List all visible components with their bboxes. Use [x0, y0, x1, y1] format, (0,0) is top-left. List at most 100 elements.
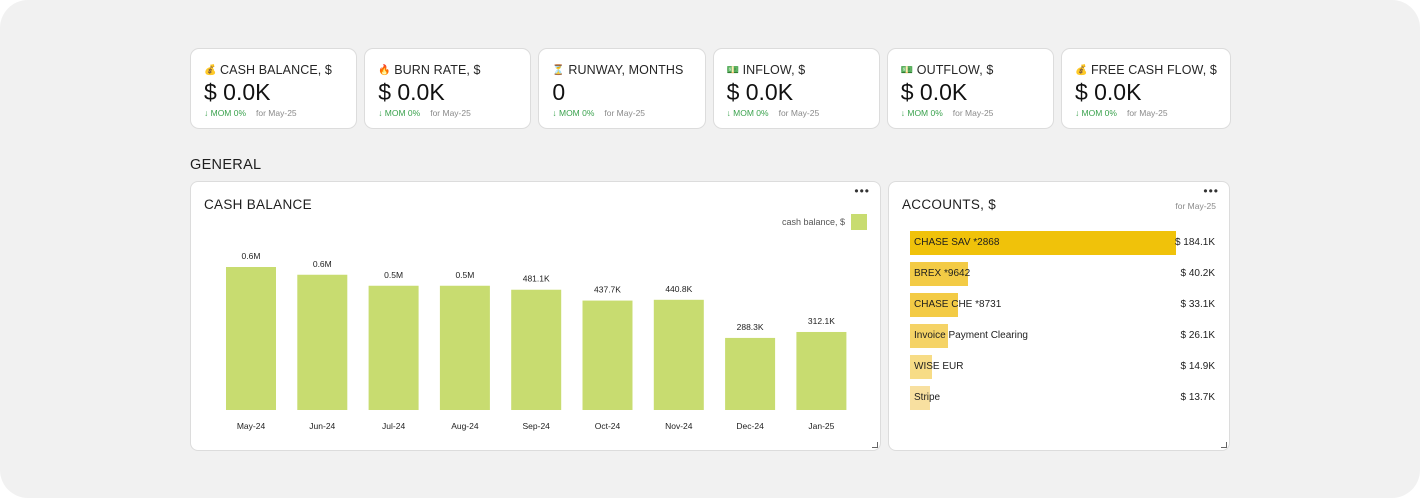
data-label: 437.7K: [594, 285, 621, 295]
fire-icon: 🔥: [378, 64, 391, 76]
kpi-title: 💰 CASH BALANCE, $: [204, 63, 343, 77]
account-value: $ 40.2K: [1180, 268, 1215, 279]
kpi-value: $ 0.0K: [378, 79, 445, 105]
kpi-period: for May-25: [256, 108, 297, 118]
account-value: $ 33.1K: [1180, 299, 1215, 310]
kpi-card[interactable]: 💵 OUTFLOW, $ $ 0.0K ↓ MOM 0% for May-25: [886, 48, 1054, 129]
kpi-value: $ 0.0K: [726, 79, 794, 105]
kpi-mom-change: ↓ MOM 0%: [900, 108, 943, 118]
chart-legend: cash balance, $: [782, 214, 867, 230]
kpi-title-text: INFLOW, $: [742, 63, 806, 77]
kpi-mom-change: ↓ MOM 0%: [378, 108, 421, 118]
bar-may-24[interactable]: [226, 267, 276, 410]
kpi-card[interactable]: 💰 FREE CASH FLOW, $ $ 0.0K ↓ MOM 0% for May-…: [1060, 48, 1231, 129]
account-bar: [910, 386, 930, 410]
account-name: WISE EUR: [914, 361, 964, 372]
period-label: for May-25: [1175, 201, 1216, 211]
kpi-card[interactable]: 💵 INFLOW, $ $ 0.0K ↓ MOM 0% for May-25: [712, 48, 880, 129]
data-label: 312.1K: [808, 316, 835, 326]
account-row[interactable]: BREX *9642 $ 40.2K: [910, 262, 1215, 293]
kpi-title-text: OUTFLOW, $: [916, 63, 994, 77]
accounts-list: CHASE SAV *2868 $ 184.1K BREX *9642 $ 40.2K…: [910, 231, 1215, 417]
account-row[interactable]: CHASE CHE *8731 $ 33.1K: [910, 293, 1215, 324]
account-name: Invoice Payment Clearing: [914, 330, 1028, 341]
bar-sep-24[interactable]: [511, 289, 562, 410]
data-label: 481.1K: [523, 274, 550, 284]
kpi-footer: ↓ MOM 0% for May-25: [727, 108, 866, 118]
account-name: CHASE CHE *8731: [914, 299, 1002, 310]
kpi-footer: ↓ MOM 0% for May-25: [901, 108, 1040, 118]
kpi-card[interactable]: 💰 CASH BALANCE, $ $ 0.0K ↓ MOM 0% for May-25: [190, 48, 358, 129]
data-label: 0.6M: [242, 251, 261, 261]
kpi-period: for May-25: [778, 108, 820, 118]
kpi-period: for May-25: [952, 108, 994, 118]
bar-jul-24[interactable]: [368, 285, 419, 410]
kpi-title-text: BURN RATE, $: [394, 63, 481, 77]
bar-jun-24[interactable]: [297, 274, 348, 410]
kpi-card[interactable]: ⏳ RUNWAY, MONTHS 0 ↓ MOM 0% for May-25: [538, 48, 706, 129]
money-bills-icon: 💵: [900, 64, 914, 76]
kpi-mom-change: ↓ MOM 0%: [726, 108, 769, 118]
bar-dec-24[interactable]: [725, 337, 776, 410]
x-tick-label: Jan-25: [808, 421, 834, 431]
kpi-value: 0: [552, 79, 566, 105]
legend-swatch: [851, 214, 867, 230]
kpi-title: 💵 OUTFLOW, $: [901, 63, 1040, 77]
account-name: CHASE SAV *2868: [914, 237, 1000, 248]
kpi-footer: ↓ MOM 0% for May-25: [552, 108, 691, 118]
bar-nov-24[interactable]: [653, 299, 704, 410]
bar-oct-24[interactable]: [582, 300, 633, 410]
kpi-period: for May-25: [1126, 108, 1168, 118]
more-options-icon[interactable]: •••: [854, 184, 870, 198]
data-label: 0.5M: [384, 270, 403, 280]
kpi-title: ⏳ RUNWAY, MONTHS: [552, 63, 691, 77]
resize-handle-icon[interactable]: [872, 442, 878, 448]
kpi-mom-change: ↓ MOM 0%: [552, 108, 595, 118]
account-value: $ 26.1K: [1180, 330, 1215, 341]
x-tick-label: Dec-24: [736, 421, 764, 431]
x-tick-label: Oct-24: [595, 421, 621, 431]
account-name: Stripe: [914, 392, 941, 403]
bar-jan-25[interactable]: [796, 331, 847, 410]
money-bills-icon: 💵: [726, 64, 740, 76]
account-bar: [910, 355, 932, 379]
data-label: 440.8K: [665, 284, 692, 294]
data-label: 0.6M: [313, 259, 332, 269]
kpi-footer: ↓ MOM 0% for May-25: [378, 108, 517, 118]
data-label: 288.3K: [737, 322, 764, 332]
x-tick-label: Jul-24: [382, 421, 405, 431]
section-title: GENERAL: [190, 157, 262, 173]
account-row[interactable]: WISE EUR $ 14.9K: [910, 355, 1215, 386]
x-tick-label: Aug-24: [451, 421, 479, 431]
account-bar: [910, 231, 1176, 255]
more-options-icon[interactable]: •••: [1203, 184, 1219, 198]
kpi-mom-change: ↓ MOM 0%: [1074, 108, 1117, 118]
panel-title: ACCOUNTS, $: [902, 197, 997, 212]
money-bag-icon: 💰: [1074, 64, 1088, 76]
kpi-title-text: FREE CASH FLOW, $: [1090, 63, 1217, 77]
account-row[interactable]: Stripe $ 13.7K: [910, 386, 1215, 417]
bar-aug-24[interactable]: [439, 285, 490, 410]
account-row[interactable]: Invoice Payment Clearing $ 26.1K: [910, 324, 1215, 355]
account-bar: [910, 324, 948, 348]
kpi-title-text: CASH BALANCE, $: [220, 63, 332, 77]
hourglass-icon: ⏳: [552, 64, 565, 76]
kpi-mom-change: ↓ MOM 0%: [204, 108, 247, 118]
kpi-card[interactable]: 🔥 BURN RATE, $ $ 0.0K ↓ MOM 0% for May-25: [364, 48, 532, 129]
account-row[interactable]: CHASE SAV *2868 $ 184.1K: [910, 231, 1215, 262]
x-tick-label: Nov-24: [665, 421, 693, 431]
panel-title: CASH BALANCE: [204, 197, 312, 212]
kpi-value: $ 0.0K: [1074, 79, 1142, 105]
kpi-period: for May-25: [430, 108, 471, 118]
resize-handle-icon[interactable]: [1221, 442, 1227, 448]
account-value: $ 13.7K: [1180, 392, 1215, 403]
data-label: 0.5M: [455, 270, 474, 280]
account-value: $ 184.1K: [1174, 237, 1215, 248]
kpi-title: 🔥 BURN RATE, $: [378, 63, 517, 77]
money-bag-icon: 💰: [204, 64, 217, 76]
kpi-period: for May-25: [604, 108, 646, 118]
cash-balance-panel: CASH BALANCE ••• cash balance, $ 0.6M May…: [190, 181, 881, 451]
kpi-footer: ↓ MOM 0% for May-25: [204, 108, 343, 118]
kpi-title-text: RUNWAY, MONTHS: [568, 63, 684, 77]
